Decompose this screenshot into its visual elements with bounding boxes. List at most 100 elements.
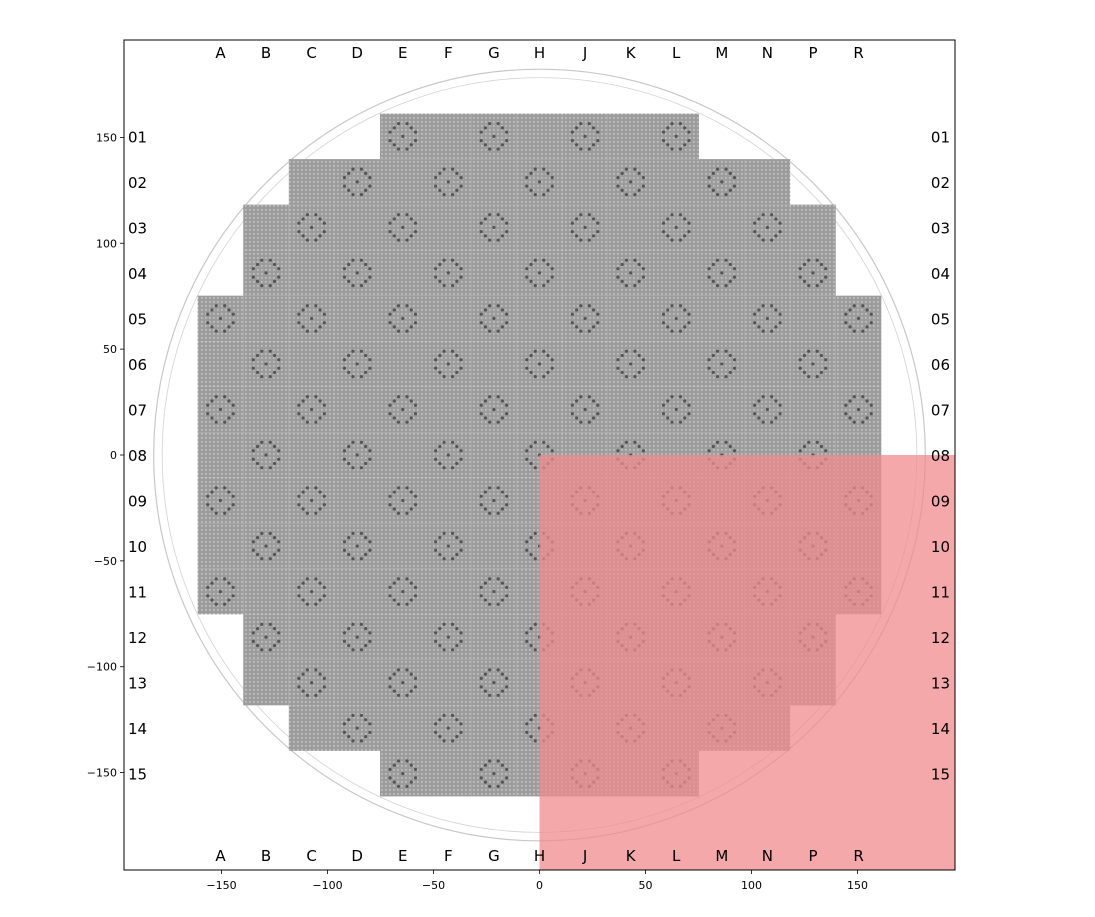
rod-dot xyxy=(484,689,487,692)
rod-dot xyxy=(388,586,391,589)
rod-dot xyxy=(583,135,586,138)
rod-dot xyxy=(712,354,715,357)
rod-dot xyxy=(447,271,450,274)
fuel-assembly xyxy=(426,387,472,433)
rod-dot xyxy=(534,532,537,535)
rod-dot xyxy=(360,350,363,353)
rod-dot xyxy=(766,226,769,229)
rod-dot xyxy=(753,222,756,225)
rod-dot xyxy=(264,271,267,274)
rod-dot xyxy=(529,263,532,266)
rod-dot xyxy=(459,358,462,361)
rod-dot xyxy=(297,412,300,415)
rod-dot xyxy=(497,512,500,515)
fuel-assembly xyxy=(198,523,244,569)
rod-dot xyxy=(256,627,259,630)
rod-dot xyxy=(227,490,230,493)
rod-dot xyxy=(870,313,873,316)
rod-dot xyxy=(679,421,682,424)
row-label-left: 05 xyxy=(128,310,147,328)
rod-dot xyxy=(488,122,491,125)
rod-dot xyxy=(670,330,673,333)
rod-dot xyxy=(347,280,350,283)
rod-dot xyxy=(807,259,810,262)
rod-dot xyxy=(455,371,458,374)
rod-dot xyxy=(323,313,326,316)
rod-dot xyxy=(314,694,317,697)
rod-dot xyxy=(323,412,326,415)
rod-dot xyxy=(252,640,255,643)
rod-dot xyxy=(414,139,417,142)
rod-dot xyxy=(388,503,391,506)
rod-dot xyxy=(227,399,230,402)
rod-dot xyxy=(438,263,441,266)
rod-dot xyxy=(488,304,491,307)
rod-dot xyxy=(273,627,276,630)
rod-dot xyxy=(434,176,437,179)
rod-dot xyxy=(505,586,508,589)
rod-dot xyxy=(770,395,773,398)
rod-dot xyxy=(443,714,446,717)
rod-dot xyxy=(277,631,280,634)
rod-dot xyxy=(410,325,413,328)
y-tick-label: −50 xyxy=(94,555,117,568)
rod-dot xyxy=(405,694,408,697)
rod-dot xyxy=(712,189,715,192)
rod-dot xyxy=(310,499,313,502)
rod-dot xyxy=(252,267,255,270)
rod-dot xyxy=(410,217,413,220)
rod-dot xyxy=(687,139,690,142)
rod-dot xyxy=(351,714,354,717)
rod-dot xyxy=(870,321,873,324)
fuel-assembly xyxy=(562,159,608,205)
rod-dot xyxy=(753,412,756,415)
rod-dot xyxy=(534,466,537,469)
rod-dot xyxy=(774,399,777,402)
rod-dot xyxy=(451,739,454,742)
rod-dot xyxy=(675,408,678,411)
row-label-right: 14 xyxy=(931,720,950,738)
rod-dot xyxy=(488,421,491,424)
rod-dot xyxy=(393,143,396,146)
rod-dot xyxy=(447,544,450,547)
rod-dot xyxy=(492,499,495,502)
rod-dot xyxy=(388,768,391,771)
fuel-assembly xyxy=(426,569,472,615)
rod-dot xyxy=(405,421,408,424)
rod-dot xyxy=(592,217,595,220)
rod-dot xyxy=(529,536,532,539)
rod-dot xyxy=(364,462,367,465)
rod-dot xyxy=(223,330,226,333)
rod-dot xyxy=(447,635,450,638)
rod-dot xyxy=(388,404,391,407)
rod-dot xyxy=(206,404,209,407)
rod-dot xyxy=(588,395,591,398)
rod-dot xyxy=(724,259,727,262)
rod-dot xyxy=(844,412,847,415)
rod-dot xyxy=(388,230,391,233)
column-label-top: N xyxy=(762,44,773,62)
rod-dot xyxy=(455,644,458,647)
rod-dot xyxy=(733,276,736,279)
rod-dot xyxy=(455,263,458,266)
rod-dot xyxy=(865,399,868,402)
rod-dot xyxy=(343,731,346,734)
rod-dot xyxy=(368,549,371,552)
rod-dot xyxy=(302,399,305,402)
rod-dot xyxy=(260,259,263,262)
rod-dot xyxy=(480,503,483,506)
rod-dot xyxy=(501,325,504,328)
rod-dot xyxy=(484,507,487,510)
rod-dot xyxy=(388,594,391,597)
rod-dot xyxy=(757,217,760,220)
rod-dot xyxy=(347,718,350,721)
rod-dot xyxy=(393,581,396,584)
rod-dot xyxy=(575,416,578,419)
rod-dot xyxy=(360,168,363,171)
rod-dot xyxy=(397,122,400,125)
rod-dot xyxy=(670,147,673,150)
rod-dot xyxy=(260,284,263,287)
fuel-assembly xyxy=(289,341,335,387)
rod-dot xyxy=(505,404,508,407)
rod-dot xyxy=(310,681,313,684)
